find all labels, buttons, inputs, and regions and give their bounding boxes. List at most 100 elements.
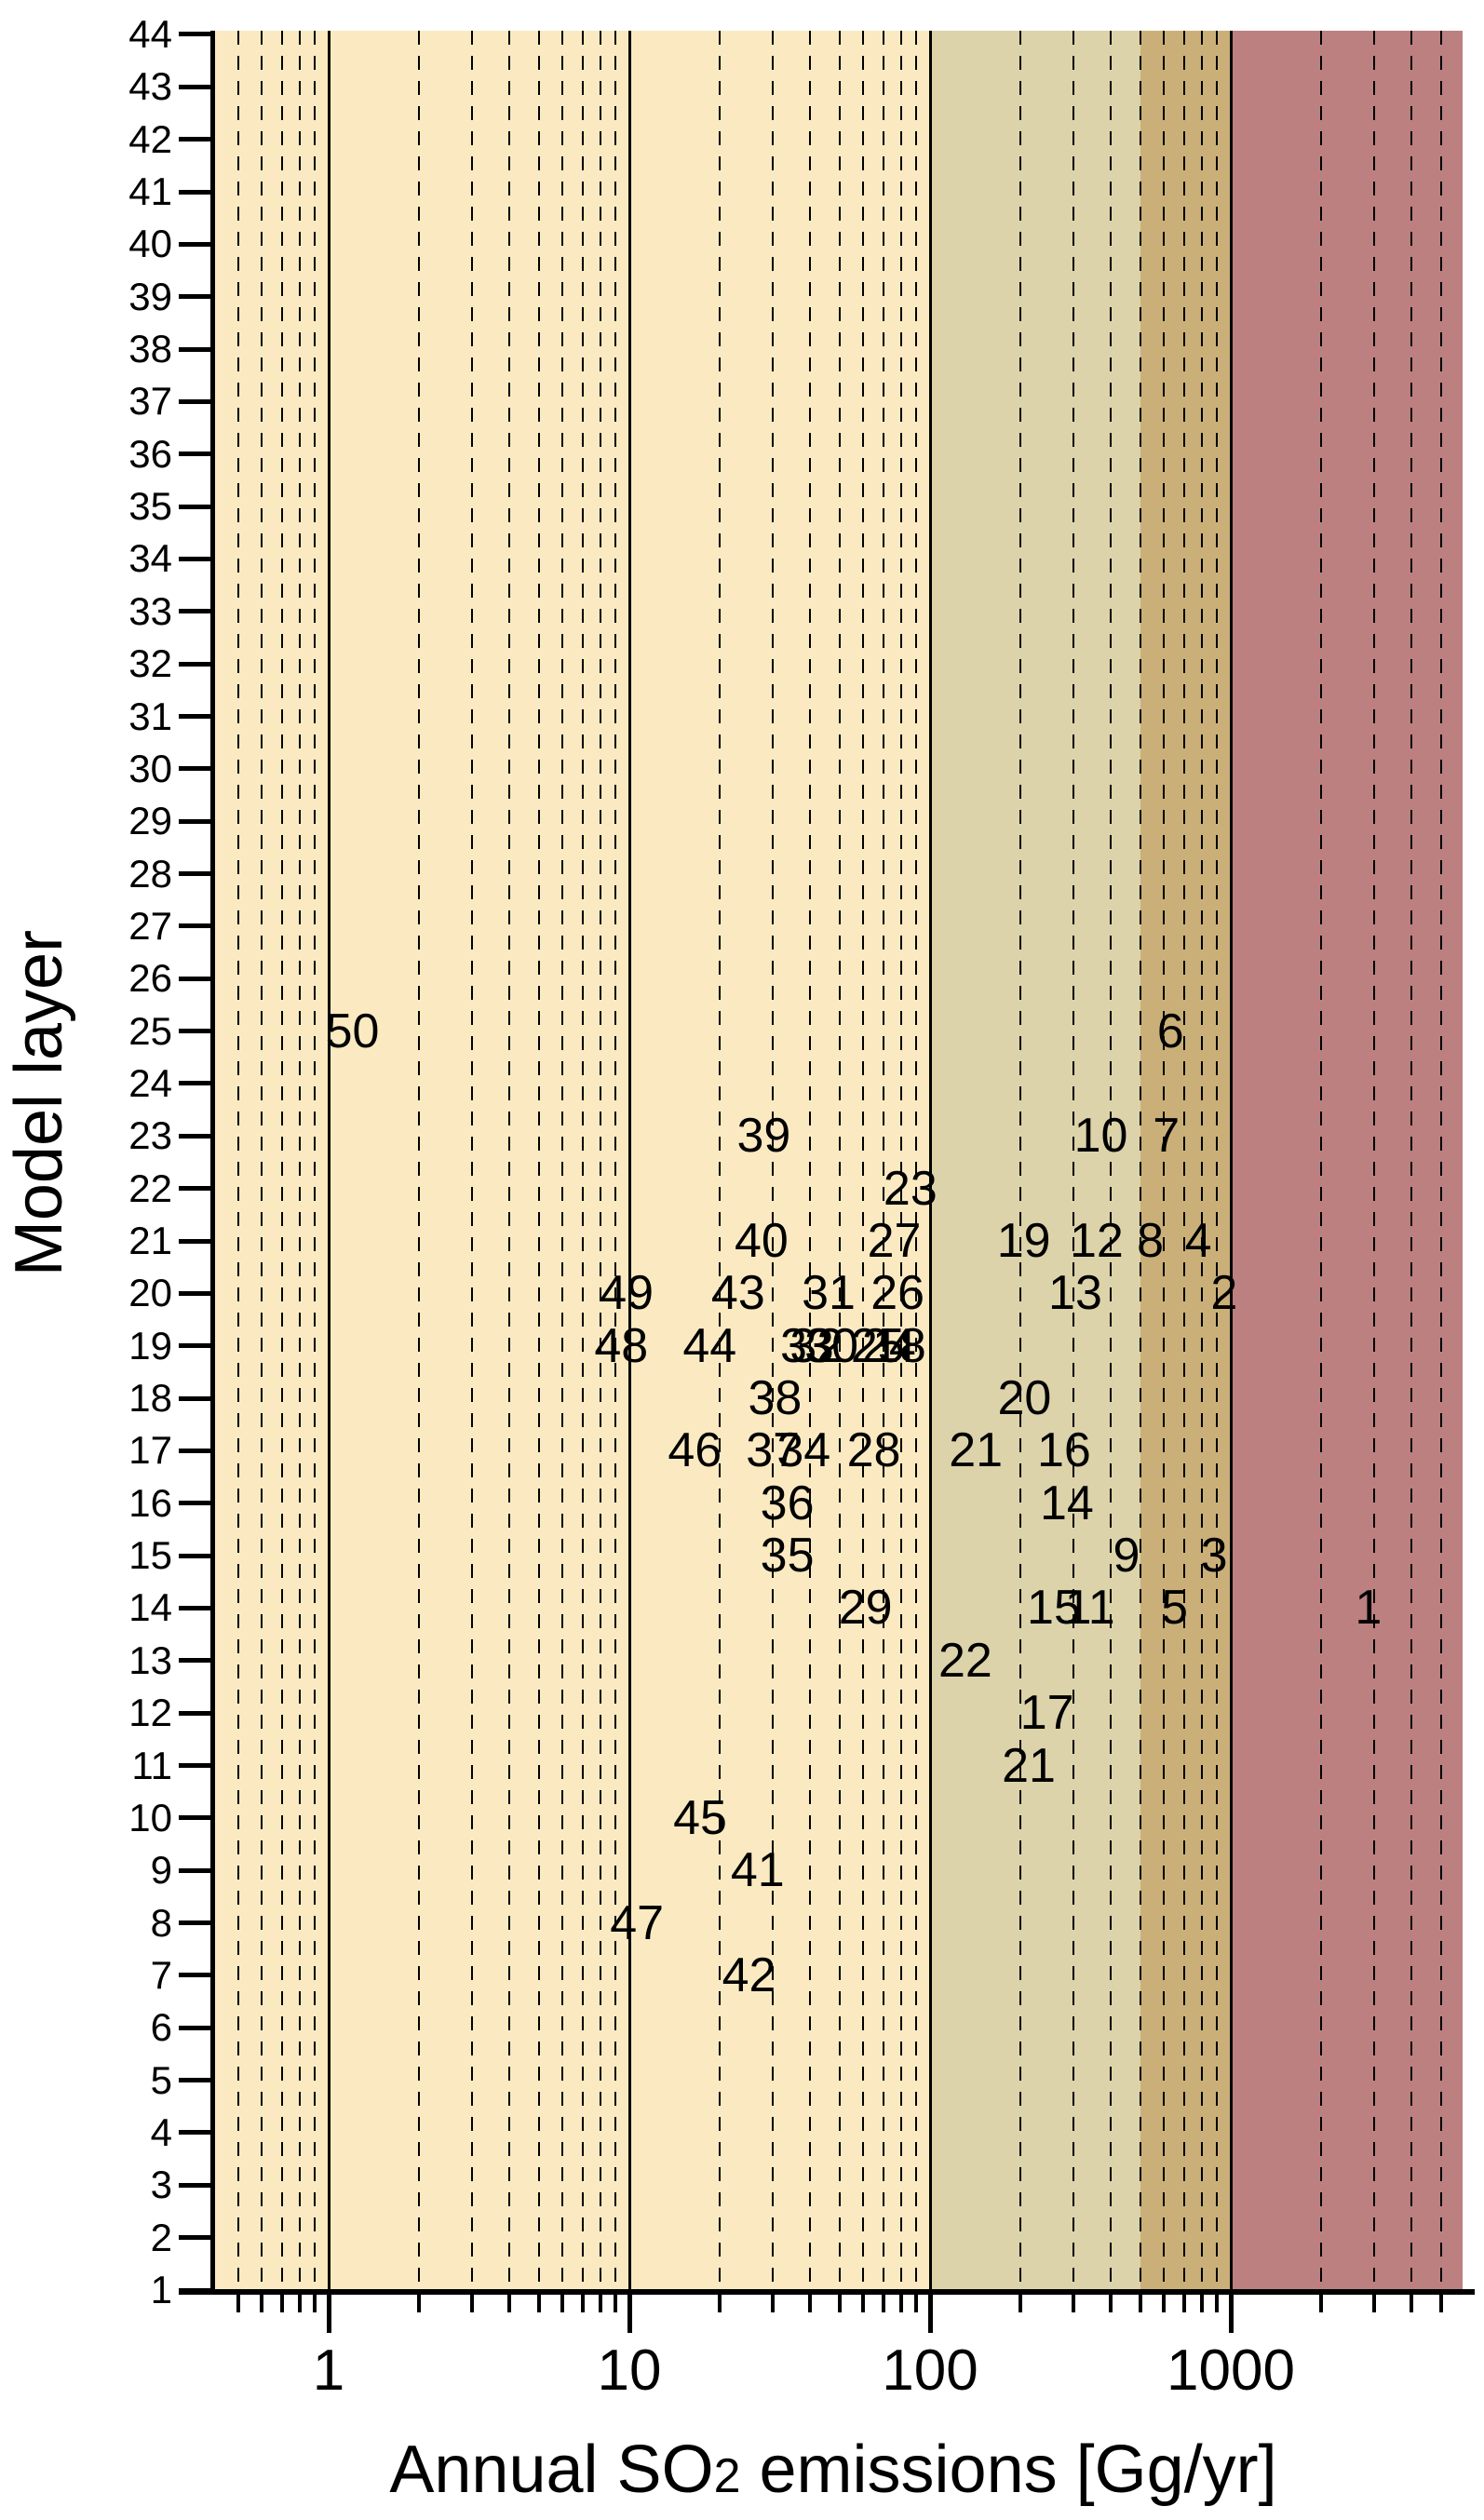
y-tick <box>179 1395 212 1401</box>
y-tick-label: 19 <box>128 1323 172 1368</box>
y-tick <box>179 2025 212 2030</box>
data-point-label: 9 <box>1113 1529 1140 1583</box>
data-point-label: 11 <box>1064 1581 1115 1636</box>
decade-gridline <box>1230 31 1233 2290</box>
x-minor-tick <box>718 2292 722 2312</box>
y-tick-label: 13 <box>128 1637 172 1682</box>
y-tick <box>179 1920 212 1926</box>
x-axis-title-text: Annual SO <box>389 2432 714 2507</box>
x-minor-tick <box>470 2292 475 2312</box>
y-tick <box>179 2287 212 2293</box>
y-tick <box>179 32 212 37</box>
y-tick-label: 30 <box>128 746 172 790</box>
data-point-label: 21 <box>1002 1738 1056 1793</box>
y-axis-title: Model layer <box>2 929 76 1277</box>
x-axis-title-subscript: 2 <box>713 2449 741 2503</box>
minor-gridline <box>261 31 263 2290</box>
minor-gridline <box>599 31 601 2290</box>
decade-gridline <box>628 31 631 2290</box>
y-tick-label: 27 <box>128 903 172 948</box>
x-minor-tick <box>914 2292 919 2312</box>
minor-gridline <box>838 31 841 2290</box>
x-minor-tick <box>1215 2292 1220 2312</box>
x-minor-tick <box>1410 2292 1414 2312</box>
minor-gridline <box>1182 31 1185 2290</box>
y-tick <box>179 556 212 561</box>
x-minor-tick <box>1072 2292 1076 2312</box>
minor-gridline <box>809 31 812 2290</box>
minor-gridline <box>862 31 865 2290</box>
y-tick <box>179 346 212 352</box>
data-point-label: 4 <box>1184 1214 1212 1268</box>
data-point-label: 49 <box>600 1266 654 1321</box>
minor-gridline <box>537 31 540 2290</box>
emission-band-0 <box>212 31 930 2290</box>
y-tick <box>179 1710 212 1716</box>
y-tick <box>179 1815 212 1821</box>
data-point-label: 37 <box>746 1423 801 1478</box>
data-point-label: 47 <box>610 1895 665 1950</box>
y-tick <box>179 137 212 142</box>
x-minor-tick <box>313 2292 317 2312</box>
y-tick <box>179 1973 212 1978</box>
y-tick-label: 3 <box>150 2163 172 2207</box>
y-tick-label: 21 <box>128 1219 172 1262</box>
y-tick <box>179 609 212 614</box>
y-tick <box>179 766 212 772</box>
y-tick <box>179 923 212 929</box>
data-point-label: 5 <box>1161 1581 1189 1636</box>
minor-gridline <box>719 31 722 2290</box>
data-point-label: 22 <box>938 1633 992 1688</box>
x-minor-tick <box>1181 2292 1186 2312</box>
emission-band-1 <box>930 31 1140 2290</box>
y-tick-label: 12 <box>128 1691 172 1735</box>
y-tick-label: 9 <box>150 1848 172 1893</box>
minor-gridline <box>236 31 239 2290</box>
data-point-label: 12 <box>1069 1214 1124 1268</box>
x-axis-spine <box>179 2289 1475 2295</box>
y-tick <box>179 189 212 195</box>
y-tick-label: 16 <box>128 1480 172 1525</box>
data-point-label: 23 <box>883 1161 938 1216</box>
y-tick <box>179 1029 212 1034</box>
y-tick-label: 5 <box>150 2057 172 2102</box>
minor-gridline <box>1200 31 1203 2290</box>
y-tick <box>179 1290 212 1296</box>
data-point-label: 1 <box>1355 1581 1383 1636</box>
plot-area: 50 6 39 10 7 23 40 27 19 12 8 4 49 43 31 26 13 2 48 44 33 32 3… <box>212 31 1473 2290</box>
data-point-label: 46 <box>668 1423 722 1478</box>
minor-gridline <box>561 31 564 2290</box>
y-tick <box>179 2235 212 2241</box>
y-tick <box>179 1133 212 1139</box>
emission-band-2 <box>1140 31 1231 2290</box>
y-tick-label: 8 <box>150 1900 172 1945</box>
x-tick-label: 1000 <box>1167 2338 1295 2403</box>
y-tick <box>179 1448 212 1453</box>
y-tick <box>179 714 212 719</box>
minor-gridline <box>1373 31 1376 2290</box>
y-tick <box>179 1238 212 1244</box>
y-tick <box>179 1081 212 1086</box>
x-minor-tick <box>1438 2292 1443 2312</box>
y-tick-label: 4 <box>150 2109 172 2154</box>
data-point-label: 31 <box>802 1266 856 1321</box>
y-tick-label: 37 <box>128 379 172 424</box>
minor-gridline <box>418 31 421 2290</box>
y-tick <box>179 1553 212 1558</box>
y-tick <box>179 294 212 300</box>
data-point-label: 13 <box>1048 1266 1102 1321</box>
y-tick <box>179 2130 212 2136</box>
y-tick <box>179 1763 212 1768</box>
y-tick-label: 39 <box>128 274 172 318</box>
y-tick <box>179 1605 212 1610</box>
data-point-label: 30 <box>804 1318 858 1373</box>
x-tick-label: 100 <box>882 2338 978 2403</box>
minor-gridline <box>1410 31 1413 2290</box>
data-point-label: 24 <box>861 1318 916 1373</box>
x-minor-tick <box>560 2292 565 2312</box>
minor-gridline <box>1216 31 1219 2290</box>
minor-gridline <box>1019 31 1022 2290</box>
x-major-tick <box>326 2292 331 2333</box>
y-tick-label: 11 <box>131 1743 172 1787</box>
